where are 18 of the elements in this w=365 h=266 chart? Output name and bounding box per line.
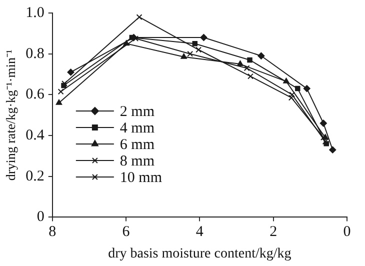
y-tick-label: 0.2	[26, 168, 44, 184]
x-axis-title: dry basis moisture content/kg/kg	[108, 246, 292, 262]
legend-label: 10 mm	[120, 170, 162, 186]
x-tick-label: 6	[122, 224, 130, 240]
x-tick-label: 2	[270, 224, 278, 240]
legend-label: 6 mm	[120, 136, 155, 153]
legend-label: 4 mm	[120, 120, 155, 136]
y-tick-label: 0.6	[26, 86, 45, 103]
y-tick-label: 0.8	[26, 46, 44, 62]
x-tick-label: 0	[343, 224, 351, 240]
y-axis-title: drying rate/kg·kg⁻¹·min⁻¹	[3, 50, 18, 181]
y-tick-label: 0.4	[26, 127, 45, 144]
y-tick-label: 1.0	[26, 4, 44, 21]
x-tick-label: 8	[48, 224, 56, 240]
y-tick-label: 0	[36, 209, 44, 226]
x-tick-label: 4	[196, 224, 204, 240]
legend-label: 8 mm	[120, 153, 155, 170]
legend-label: 2 mm	[120, 104, 155, 120]
